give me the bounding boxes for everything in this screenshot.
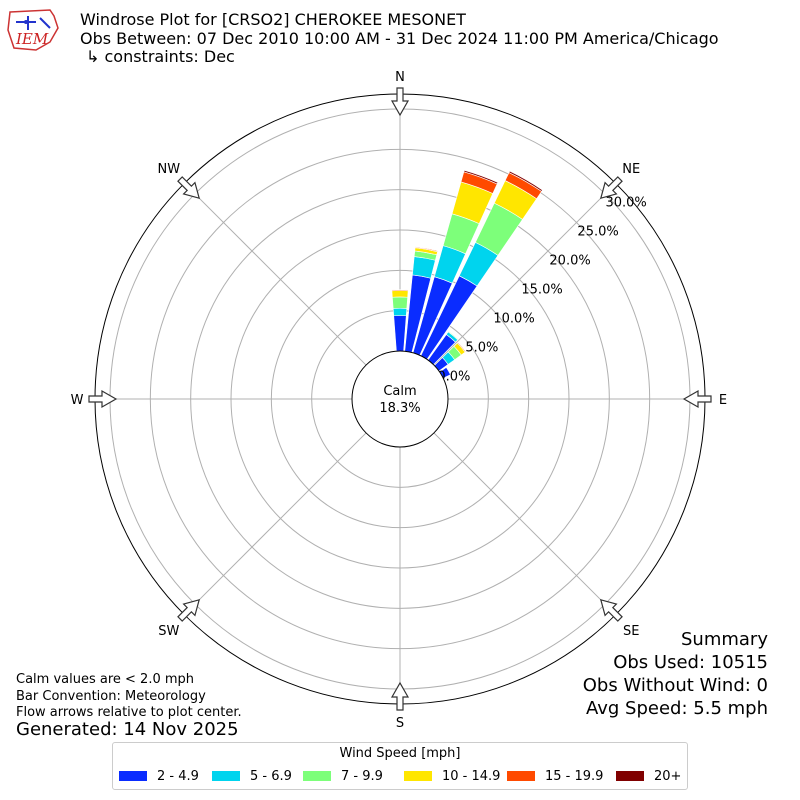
windrose-bar-segment <box>391 290 409 298</box>
flow-arrow <box>599 176 623 200</box>
windrose-bar-segment <box>393 315 407 352</box>
legend-label: 7 - 9.9 <box>341 768 383 784</box>
legend-label: 20+ <box>654 768 682 784</box>
generated-date: Generated: 14 Nov 2025 <box>16 719 239 740</box>
grid-spoke <box>433 182 617 366</box>
flow-arrow <box>390 87 410 117</box>
calm-value: 18.3% <box>379 401 420 416</box>
legend-item: 10 - 14.9 <box>404 768 500 784</box>
avg-speed: Avg Speed: 5.5 mph <box>586 698 768 719</box>
windrose-bar-segment <box>447 330 459 341</box>
legend-swatch <box>119 771 147 781</box>
logo-text: IEM <box>15 30 49 48</box>
legend-label: 2 - 4.9 <box>157 768 199 784</box>
windrose-bar-segment <box>392 296 408 309</box>
legend-title: Wind Speed [mph] <box>339 746 461 761</box>
calm-circle <box>351 350 449 448</box>
flow-arrow <box>599 598 623 622</box>
direction-label: E <box>719 393 727 408</box>
legend-item: 15 - 19.9 <box>507 768 603 784</box>
chart-constraints: ↳ constraints: Dec <box>86 47 235 66</box>
flow-arrow <box>390 681 410 711</box>
bar-convention-note: Bar Convention: Meteorology <box>16 689 206 704</box>
direction-label: NW <box>157 162 180 177</box>
direction-label: N <box>395 70 405 85</box>
legend-label: 10 - 14.9 <box>442 768 501 784</box>
direction-grid <box>95 94 705 704</box>
windrose-bar-segment <box>508 170 543 192</box>
legend: Wind Speed [mph] 2 - 4.9 5 - 6.9 7 - 9.9 10… <box>112 742 688 790</box>
radial-tick-label: 20.0% <box>549 253 590 268</box>
legend-swatch <box>303 771 331 781</box>
iem-logo: IEM <box>7 9 59 51</box>
direction-label: SW <box>158 624 179 639</box>
radial-tick-label: 10.0% <box>493 311 534 326</box>
radial-tick-label: 5.0% <box>465 340 498 355</box>
direction-label: S <box>396 716 404 731</box>
radial-tick-label: 30.0% <box>605 195 646 210</box>
grid-spoke <box>183 182 367 366</box>
legend-swatch <box>212 771 240 781</box>
flow-arrow <box>177 598 201 622</box>
obs-without-wind: Obs Without Wind: 0 <box>582 675 768 696</box>
windrose-bar-segment <box>391 289 409 292</box>
chart-title: Windrose Plot for [CRSO2] CHEROKEE MESON… <box>80 10 466 29</box>
legend-item: 20+ <box>616 768 681 784</box>
windrose-bar-segment <box>463 169 499 185</box>
summary-title: Summary <box>681 629 768 650</box>
direction-label: NE <box>622 162 640 177</box>
calm-note: Calm values are < 2.0 mph <box>16 672 195 687</box>
legend-label: 5 - 6.9 <box>250 768 292 784</box>
legend-swatch <box>616 771 644 781</box>
direction-labels: N NE E SE S SW W NW <box>71 70 728 731</box>
calm-label: Calm <box>383 384 416 399</box>
radial-tick-label: 15.0% <box>521 282 562 297</box>
flow-note: Flow arrows relative to plot center. <box>16 705 242 720</box>
windrose-bar-segment <box>414 246 439 253</box>
legend-swatch <box>404 771 432 781</box>
direction-label: SE <box>623 624 639 639</box>
grid-spoke <box>183 432 367 616</box>
legend-swatch <box>507 771 535 781</box>
radial-tick-labels: 0.0% 5.0% 10.0% 15.0% 20.0% 25.0% 30.0% <box>437 195 646 384</box>
windrose-bars <box>391 169 543 379</box>
radial-tick-label: 0.0% <box>437 369 470 384</box>
legend-label: 15 - 19.9 <box>545 768 604 784</box>
flow-arrow <box>88 389 118 409</box>
grid-spoke <box>433 432 617 616</box>
flow-arrows <box>88 87 712 711</box>
chart-period: Obs Between: 07 Dec 2010 10:00 AM - 31 D… <box>80 29 719 48</box>
flow-arrow <box>177 176 201 200</box>
legend-item: 5 - 6.9 <box>212 768 292 784</box>
windrose-bar-segment <box>392 307 408 317</box>
legend-item: 7 - 9.9 <box>303 768 383 784</box>
windrose-bar-segment <box>457 341 467 353</box>
windrose-bar-segment <box>412 256 436 279</box>
obs-used: Obs Used: 10515 <box>613 652 768 673</box>
radial-tick-label: 25.0% <box>577 224 618 239</box>
direction-label: W <box>71 393 84 408</box>
legend-item: 2 - 4.9 <box>119 768 199 784</box>
summary-box: Summary Obs Used: 10515 Obs Without Wind… <box>583 628 768 720</box>
flow-arrow <box>682 389 712 409</box>
